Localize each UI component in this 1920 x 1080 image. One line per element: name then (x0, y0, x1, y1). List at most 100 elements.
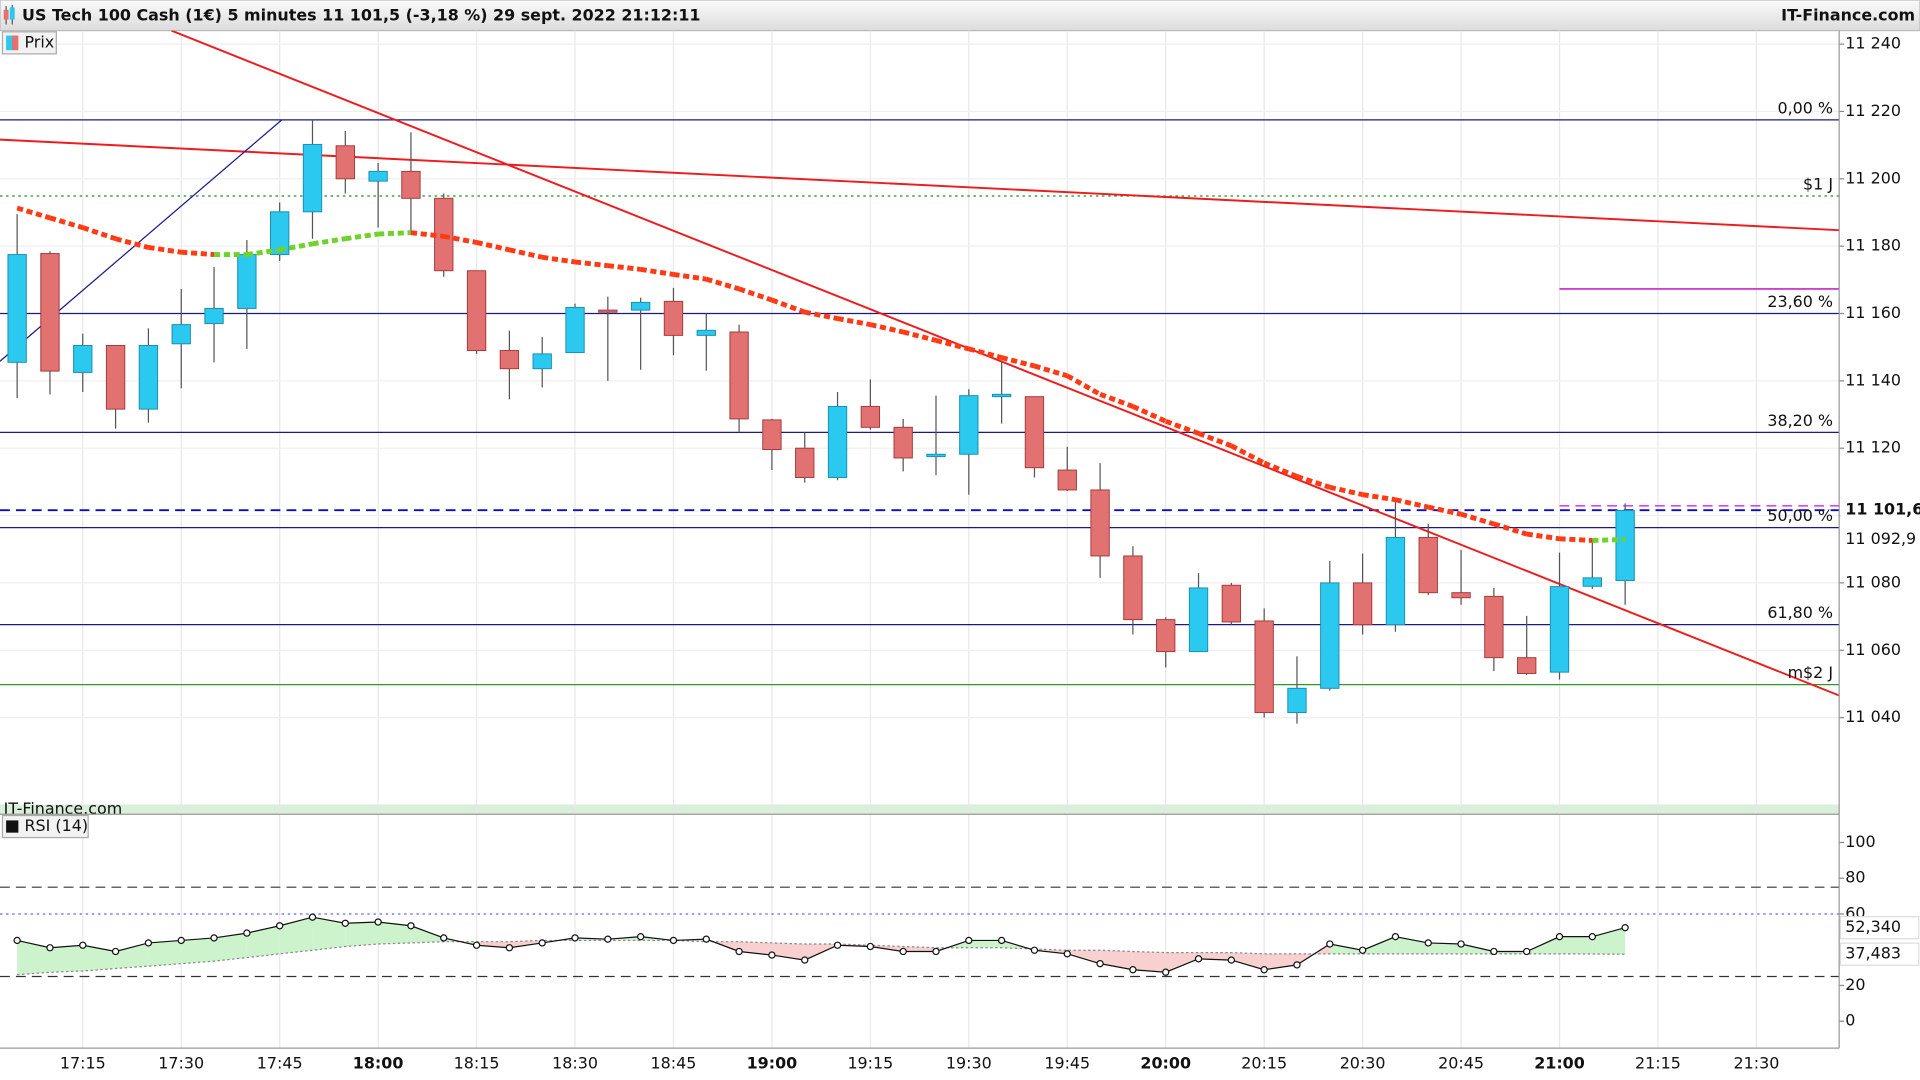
rsi-point (46, 944, 54, 952)
candle-body (1582, 577, 1603, 587)
moving-average (148, 245, 182, 255)
chart-title: US Tech 100 Cash (1€) 5 minutes 11 101,5… (22, 5, 700, 24)
moving-average (1164, 418, 1200, 436)
rsi-fill (1067, 950, 1101, 964)
rsi-fill (739, 941, 772, 956)
moving-average (410, 230, 445, 239)
rsi-average (17, 939, 1626, 976)
rsi-point (1523, 947, 1531, 956)
y-tick-label: 11 160 (1845, 303, 1901, 322)
candle-body (991, 393, 1012, 398)
x-tick-label: 19:15 (847, 1054, 893, 1073)
moving-average (476, 240, 510, 253)
price-tag (1840, 528, 1919, 551)
moving-average (804, 309, 839, 321)
rsi-point (79, 941, 87, 949)
candle-body (401, 170, 421, 199)
price-tag (1840, 499, 1919, 522)
moving-average (378, 230, 412, 237)
level-label: 0,00 % (1777, 98, 1833, 117)
x-tick-label: 19:00 (747, 1054, 798, 1073)
x-tick-label: 19:30 (946, 1054, 992, 1073)
candle-body (1385, 536, 1406, 626)
rsi-point (1490, 947, 1498, 956)
moving-average (1001, 355, 1036, 369)
x-tick-label: 21:30 (1733, 1054, 1779, 1073)
rsi-fill (378, 922, 411, 944)
legend-label: Prix (24, 32, 54, 51)
level-label: 38,20 % (1767, 411, 1833, 430)
rsi-point (1621, 923, 1629, 932)
rsi-fill (279, 917, 313, 954)
value-tag (1839, 942, 1920, 966)
y-tick-label: 100 (1845, 832, 1875, 851)
moving-average (574, 259, 609, 269)
rsi-point (111, 947, 120, 956)
candle-body (368, 170, 388, 182)
candle-body (795, 447, 815, 478)
value-tag-label: 37,483 (1845, 944, 1901, 963)
moving-average (1427, 504, 1462, 517)
rsi-point (801, 956, 809, 964)
x-tick-label: 18:45 (651, 1054, 697, 1073)
candle-body (7, 254, 27, 363)
moving-average (1099, 392, 1134, 409)
moving-average (673, 272, 707, 282)
rsi-fill (312, 917, 346, 951)
moving-average (837, 316, 871, 328)
candle-body (302, 143, 323, 213)
rsi-fill (49, 945, 83, 973)
x-tick-label: 20:30 (1340, 1054, 1386, 1073)
rsi-point (210, 934, 218, 942)
rsi-fill (1592, 927, 1626, 955)
rsi-fill (1132, 951, 1166, 973)
y-tick-label: 11 080 (1845, 572, 1901, 591)
moving-average (312, 236, 346, 247)
x-tick-label: 17:15 (60, 1054, 106, 1073)
rsi-line (17, 916, 1626, 973)
candle-body (630, 301, 651, 311)
moving-average (1460, 511, 1495, 527)
moving-average (1362, 492, 1396, 503)
y-tick-label: 11 040 (1845, 707, 1901, 726)
rsi-fill (246, 925, 280, 958)
rsi-point (374, 918, 382, 926)
brand: IT-Finance.com (1781, 5, 1915, 24)
moving-average (1296, 474, 1331, 490)
y-tick-label: 11 120 (1845, 438, 1901, 457)
rsi-point (932, 947, 940, 956)
candle-body (827, 405, 848, 478)
legend[interactable] (1, 814, 89, 839)
moving-average (1230, 443, 1266, 466)
y-tick-label: 11 140 (1845, 370, 1901, 389)
rsi-fill (1395, 936, 1429, 954)
title-icon (3, 4, 15, 25)
panel-separator (0, 804, 1840, 815)
rsi-fill (345, 922, 379, 947)
rsi-fill (509, 940, 543, 948)
rsi-fill (148, 940, 182, 967)
labels: 17:15 17:30 17:45 18:00 18:15 18:30 18:45 19:00… (60, 34, 1920, 1073)
y-tick-label: 11 180 (1845, 236, 1901, 255)
moving-average (344, 231, 379, 242)
rsi-point (308, 913, 317, 921)
candle-body (171, 324, 191, 345)
rsi-point (1260, 966, 1268, 974)
moving-average (1033, 363, 1068, 379)
rsi-point (899, 947, 907, 956)
candle-body (1517, 657, 1537, 674)
candle-body (73, 344, 93, 373)
moving-average (1197, 431, 1233, 449)
rsi-point (833, 941, 842, 949)
candle-body (105, 344, 126, 410)
moving-average (968, 346, 1003, 360)
moving-average (443, 233, 478, 245)
candle-body (532, 353, 552, 370)
rsi-fill (17, 940, 50, 975)
candle-body (1451, 592, 1471, 599)
moving-average (1131, 404, 1167, 424)
x-tick-label: 18:00 (353, 1054, 404, 1073)
rsi-fill (1362, 936, 1396, 954)
rsi-point (669, 936, 678, 945)
